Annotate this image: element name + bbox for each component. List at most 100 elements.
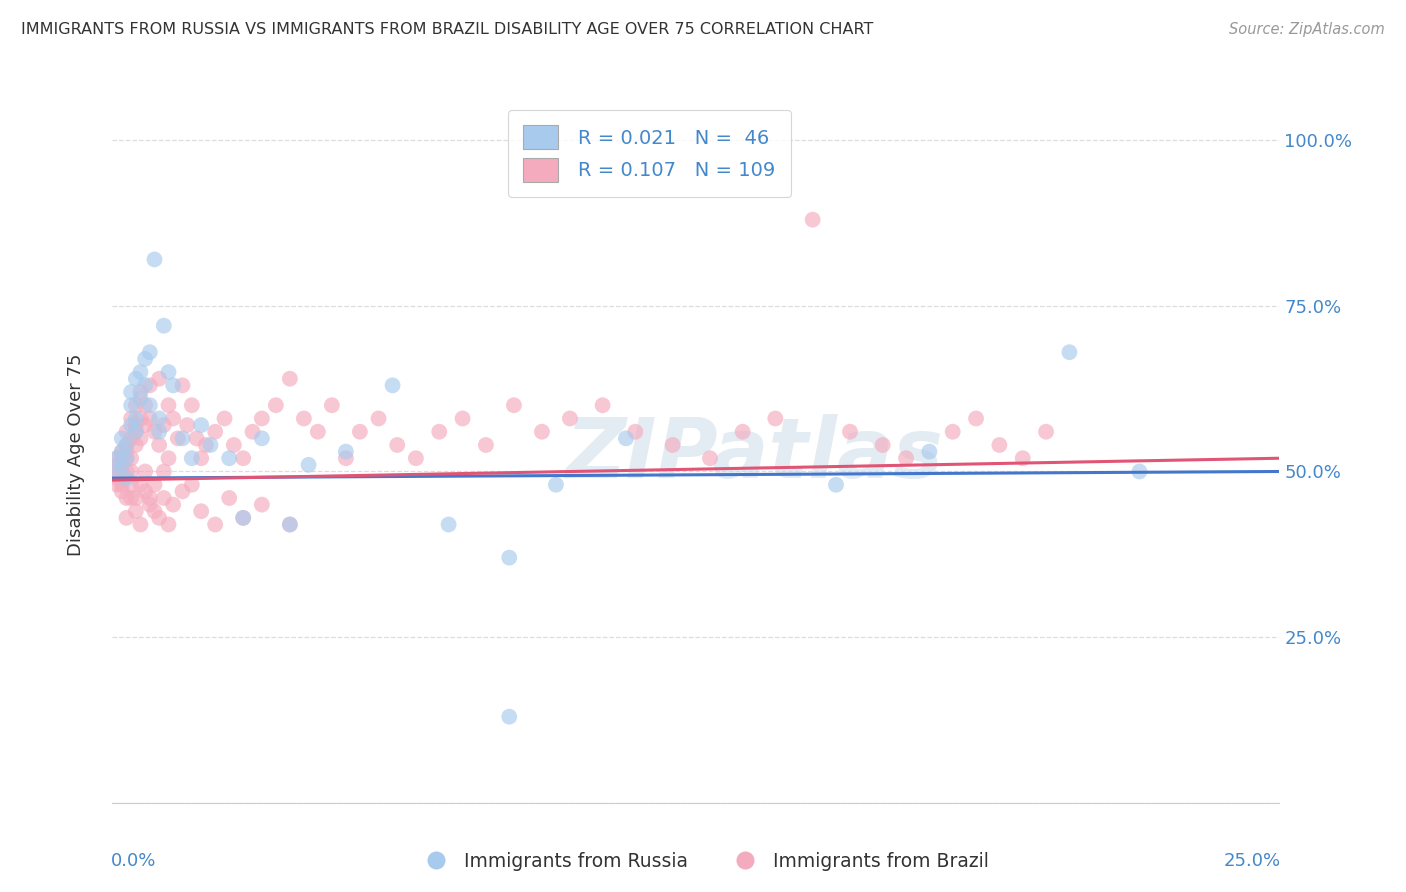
Point — [699, 451, 721, 466]
Point — [134, 484, 156, 499]
Point — [801, 212, 824, 227]
Point — [278, 517, 301, 532]
Point — [1011, 451, 1033, 466]
Point — [307, 425, 329, 439]
Point — [190, 418, 212, 433]
Point — [321, 398, 343, 412]
Point — [437, 517, 460, 532]
Point — [115, 451, 138, 466]
Point — [153, 418, 176, 433]
Point — [148, 425, 170, 439]
Point — [120, 431, 142, 445]
Point — [872, 438, 894, 452]
Point — [120, 411, 142, 425]
Text: Source: ZipAtlas.com: Source: ZipAtlas.com — [1229, 22, 1385, 37]
Point — [172, 484, 194, 499]
Point — [503, 398, 526, 412]
Point — [367, 411, 389, 425]
Point — [134, 378, 156, 392]
Point — [111, 458, 134, 472]
Point — [451, 411, 474, 425]
Point — [143, 504, 166, 518]
Point — [1035, 425, 1057, 439]
Point — [105, 471, 128, 485]
Point — [172, 378, 194, 392]
Point — [139, 378, 162, 392]
Point — [278, 372, 301, 386]
Point — [115, 444, 138, 458]
Text: IMMIGRANTS FROM RUSSIA VS IMMIGRANTS FROM BRAZIL DISABILITY AGE OVER 75 CORRELAT: IMMIGRANTS FROM RUSSIA VS IMMIGRANTS FRO… — [21, 22, 873, 37]
Point — [731, 425, 754, 439]
Point — [218, 451, 240, 466]
Point — [129, 365, 152, 379]
Point — [180, 477, 202, 491]
Point — [129, 411, 152, 425]
Point — [405, 451, 427, 466]
Point — [894, 451, 917, 466]
Point — [190, 451, 212, 466]
Point — [218, 491, 240, 505]
Point — [153, 318, 176, 333]
Point — [200, 438, 222, 452]
Point — [115, 451, 138, 466]
Point — [387, 438, 409, 452]
Point — [264, 398, 287, 412]
Point — [214, 411, 236, 425]
Point — [105, 451, 128, 466]
Point — [111, 444, 134, 458]
Point — [105, 458, 128, 472]
Point — [129, 477, 152, 491]
Point — [194, 438, 217, 452]
Point — [1128, 465, 1150, 479]
Point — [139, 498, 162, 512]
Point — [129, 517, 152, 532]
Point — [111, 451, 134, 466]
Point — [125, 398, 148, 412]
Point — [143, 477, 166, 491]
Point — [839, 425, 862, 439]
Point — [157, 398, 180, 412]
Point — [120, 384, 142, 399]
Point — [148, 372, 170, 386]
Point — [614, 431, 637, 445]
Text: ZIPatlas: ZIPatlas — [565, 415, 943, 495]
Point — [115, 471, 138, 485]
Point — [988, 438, 1011, 452]
Point — [148, 438, 170, 452]
Point — [120, 491, 142, 505]
Point — [186, 431, 208, 445]
Point — [232, 511, 254, 525]
Point — [111, 431, 134, 445]
Point — [120, 465, 142, 479]
Point — [498, 709, 520, 723]
Point — [250, 498, 273, 512]
Point — [120, 398, 142, 412]
Point — [180, 451, 202, 466]
Point — [825, 477, 848, 491]
Point — [139, 398, 162, 412]
Point — [120, 451, 142, 466]
Point — [166, 431, 188, 445]
Point — [125, 491, 148, 505]
Point — [111, 477, 134, 491]
Point — [918, 444, 941, 458]
Point — [232, 511, 254, 525]
Point — [349, 425, 371, 439]
Point — [162, 498, 184, 512]
Point — [153, 465, 176, 479]
Point — [162, 378, 184, 392]
Point — [763, 411, 786, 425]
Point — [204, 517, 226, 532]
Point — [129, 392, 152, 406]
Point — [1059, 345, 1081, 359]
Point — [139, 491, 162, 505]
Point — [180, 398, 202, 412]
Point — [115, 438, 138, 452]
Point — [105, 477, 128, 491]
Point — [148, 411, 170, 425]
Point — [125, 418, 148, 433]
Point — [530, 425, 553, 439]
Point — [139, 345, 162, 359]
Point — [942, 425, 965, 439]
Point — [157, 517, 180, 532]
